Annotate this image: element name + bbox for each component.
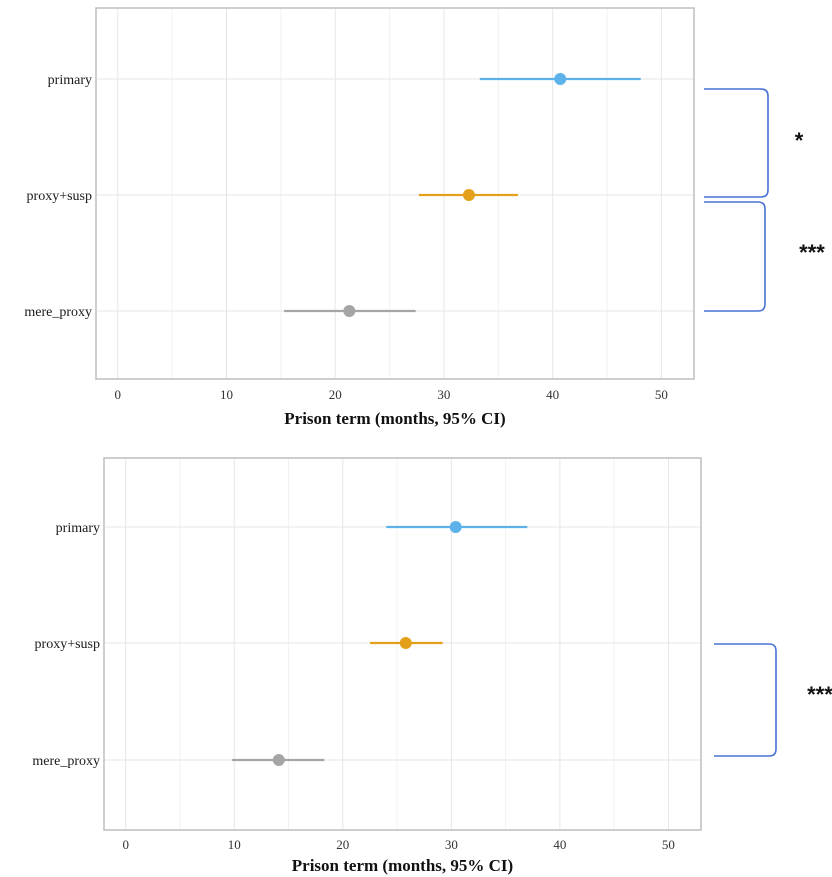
significance-label: *** <box>807 682 832 707</box>
significance-bracket <box>704 88 769 198</box>
x-tick-label: 20 <box>336 837 349 852</box>
x-tick-label: 30 <box>445 837 458 852</box>
x-tick-label: 40 <box>553 837 566 852</box>
category-label: proxy+susp <box>35 637 100 652</box>
significance-label: * <box>795 128 804 153</box>
point-estimate-primary <box>449 521 462 533</box>
x-tick-label: 50 <box>662 837 675 852</box>
forest-panel-1: 0 10 20 30 40 50 primary proxy+susp mere_proxy Pr… <box>24 7 825 428</box>
x-tick-label: 30 <box>437 387 450 402</box>
category-label: mere_proxy <box>32 754 100 769</box>
x-axis-title: Prison term (months, 95% CI) <box>292 856 513 875</box>
x-tick-label: 0 <box>122 837 129 852</box>
point-estimate-mere-proxy <box>343 305 356 317</box>
x-tick-label: 0 <box>114 387 121 402</box>
significance-label: *** <box>799 240 825 265</box>
category-label: proxy+susp <box>27 189 92 204</box>
significance-bracket <box>714 643 777 757</box>
point-estimate-primary <box>554 73 567 85</box>
x-axis-title: Prison term (months, 95% CI) <box>284 409 505 428</box>
category-label: mere_proxy <box>24 305 92 320</box>
x-tick-label: 20 <box>329 387 342 402</box>
point-estimate-proxy-susp <box>462 189 475 201</box>
x-tick-label: 10 <box>220 387 233 402</box>
category-label: primary <box>48 73 92 88</box>
significance-bracket <box>704 201 766 312</box>
x-tick-label: 50 <box>655 387 668 402</box>
category-label: primary <box>56 521 100 536</box>
point-estimate-proxy-susp <box>399 637 412 649</box>
plot-frame <box>95 7 695 380</box>
x-tick-label: 40 <box>546 387 559 402</box>
x-tick-label: 10 <box>228 837 241 852</box>
point-estimate-mere-proxy <box>272 754 285 766</box>
forest-panel-2: 0 10 20 30 40 50 primary proxy+susp mere_proxy Pr… <box>32 457 832 875</box>
